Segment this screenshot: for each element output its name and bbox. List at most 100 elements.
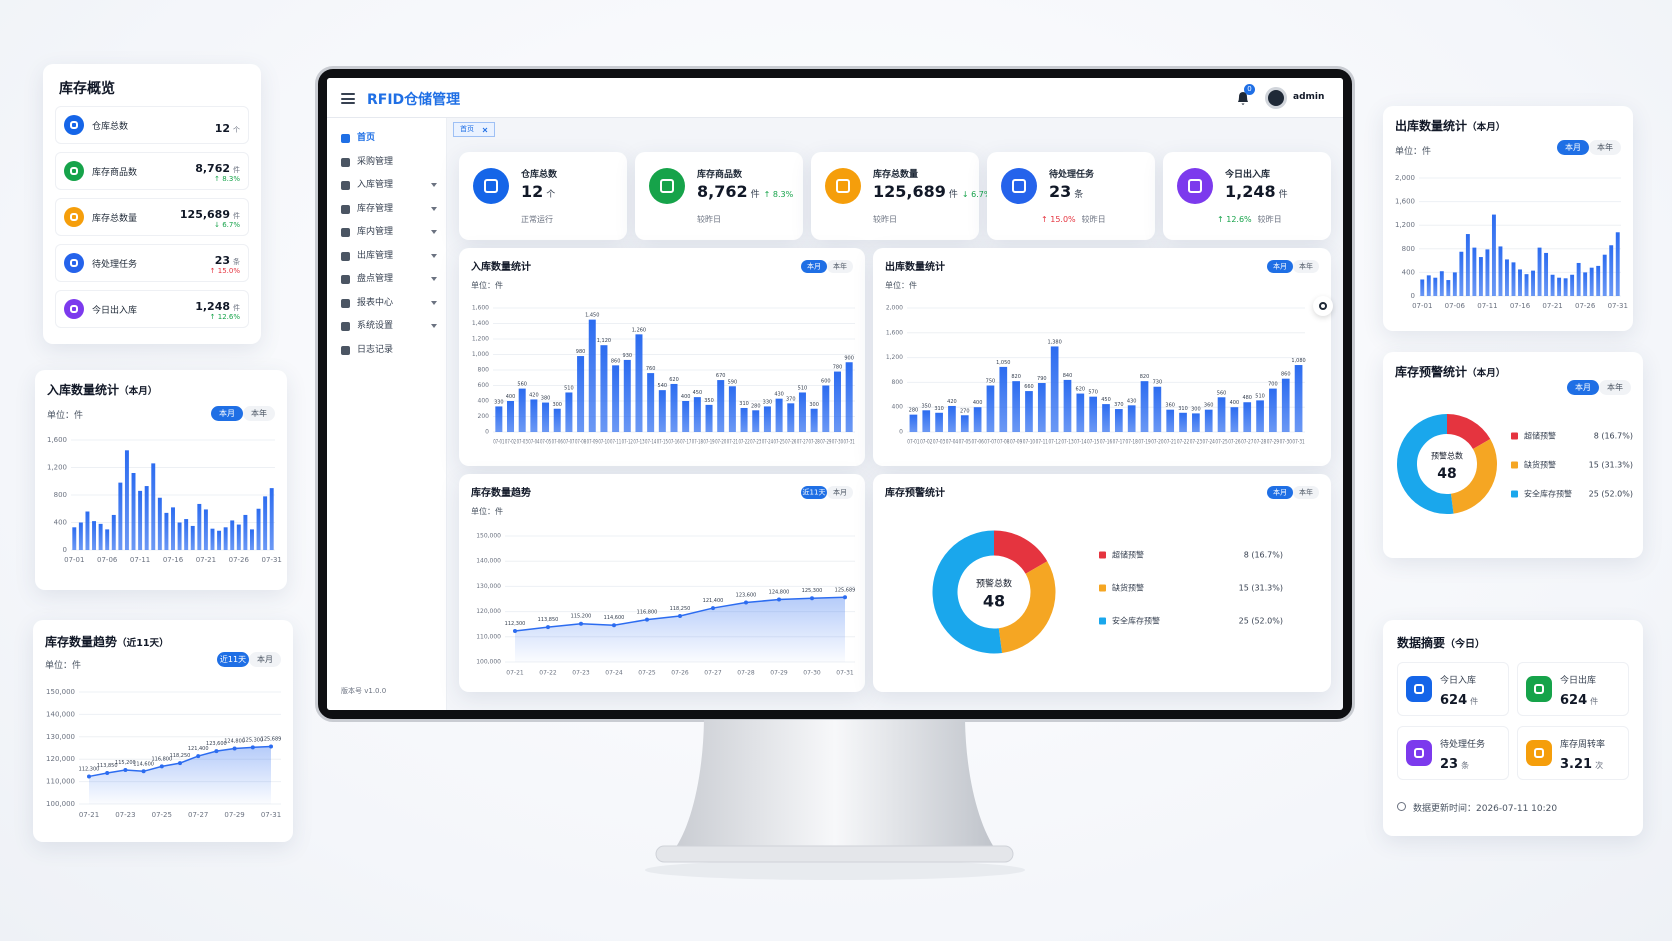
overview-value: 12 xyxy=(214,122,230,135)
tab-close[interactable] xyxy=(482,127,488,133)
nav-label: 系统设置 xyxy=(357,321,394,331)
kpi-change: ↑ 12.6% xyxy=(1217,215,1252,224)
legend-swatch xyxy=(1511,432,1518,440)
point xyxy=(214,749,219,754)
point xyxy=(513,629,517,634)
nav-item[interactable]: 首页 xyxy=(327,128,447,148)
notifications[interactable]: 0 xyxy=(1235,84,1255,107)
toggle-button[interactable]: 本月 xyxy=(801,260,827,273)
donut-segment xyxy=(932,530,1003,654)
bar xyxy=(1505,259,1509,296)
nav-item[interactable]: 日志记录 xyxy=(327,340,447,360)
kpi-icon xyxy=(473,168,509,204)
bar xyxy=(717,380,725,432)
nav-item[interactable]: 入库管理 xyxy=(327,175,447,195)
value-label: 300 xyxy=(809,402,819,408)
nav-label: 入库管理 xyxy=(357,180,394,190)
toggle-label: 本月 xyxy=(833,488,847,497)
menu-button[interactable] xyxy=(341,93,355,104)
nav-item[interactable]: 出库管理 xyxy=(327,246,447,266)
unit-label: 单位：件 xyxy=(885,280,917,290)
nav-item[interactable]: 库内管理 xyxy=(327,222,447,242)
unit-label: 单位：件 xyxy=(47,409,83,421)
value-label: 116,800 xyxy=(151,756,172,762)
bar xyxy=(164,512,169,550)
kpi-value: 1,248 xyxy=(1225,182,1276,201)
settings-button[interactable] xyxy=(1313,296,1333,316)
tab[interactable]: 首页 xyxy=(453,122,495,137)
overview-icon xyxy=(64,253,84,273)
kpi-note: 较昨日 xyxy=(1257,215,1282,224)
toggle-button[interactable]: 近11天 xyxy=(801,486,827,499)
nav-item[interactable]: 系统设置 xyxy=(327,316,447,336)
user-name[interactable]: admin xyxy=(1293,92,1325,102)
summary-value: 624 xyxy=(1560,693,1588,708)
summary-icon xyxy=(1406,676,1432,702)
value-label: 510 xyxy=(798,385,808,391)
toggle-button[interactable]: 本年 xyxy=(1293,260,1319,273)
bar xyxy=(1294,365,1303,432)
overview-icon xyxy=(64,115,84,135)
value-label: 790 xyxy=(1037,376,1047,382)
bar xyxy=(1076,393,1085,432)
title-text: 入库数量统计 xyxy=(47,382,119,397)
legend-swatch xyxy=(1099,584,1106,592)
value-label: 1,120 xyxy=(597,338,611,344)
bar xyxy=(1089,396,1098,432)
title-text: 库存预警统计 xyxy=(885,486,945,499)
toggle-button[interactable]: 本月 xyxy=(1267,486,1293,499)
value-label: 570 xyxy=(1088,390,1098,396)
overview-row: 仓库总数 12 个 xyxy=(55,106,249,144)
monitor: RFID仓储管理 0 admin 版本号 v1.0.0 首页 采购管理 入库管理 库存… xyxy=(315,66,1355,722)
overview-value-row: 125,689 件 xyxy=(180,203,240,222)
x-tick-label: 07-27 xyxy=(704,670,722,677)
toggle-button[interactable]: 本月 xyxy=(1267,260,1293,273)
bar xyxy=(1511,262,1516,296)
avatar[interactable] xyxy=(1265,87,1287,109)
toggle-button[interactable]: 本月 xyxy=(1557,140,1589,155)
bar xyxy=(845,362,853,432)
toggle-button[interactable]: 本年 xyxy=(1599,380,1631,395)
bar xyxy=(833,371,841,432)
title-text: 库存数量趋势 xyxy=(471,486,531,499)
bar xyxy=(542,402,550,432)
summary-icon xyxy=(1406,740,1432,766)
toggle-button[interactable]: 本年 xyxy=(243,406,275,421)
value-label: 620 xyxy=(1076,387,1086,393)
toggle-label: 近11天 xyxy=(220,654,246,664)
x-tick-label: 07-12 xyxy=(1048,439,1060,446)
point xyxy=(105,770,110,775)
toggle-button[interactable]: 本年 xyxy=(1293,486,1319,499)
toggle-button[interactable]: 本月 xyxy=(249,652,281,667)
x-tick-label: 07-06 xyxy=(971,439,983,446)
value-label: 590 xyxy=(728,379,738,385)
toggle-button[interactable]: 本年 xyxy=(1589,140,1621,155)
toggle-button[interactable]: 近11天 xyxy=(217,652,249,667)
bar xyxy=(1537,247,1542,296)
bar xyxy=(922,410,931,432)
icon-glyph xyxy=(70,305,78,313)
x-tick-label: 07-03 xyxy=(933,439,945,446)
bar xyxy=(635,334,643,432)
toggle-button[interactable]: 本年 xyxy=(827,260,853,273)
nav-item[interactable]: 报表中心 xyxy=(327,293,447,313)
bar xyxy=(1550,274,1555,296)
nav-item[interactable]: 库存管理 xyxy=(327,199,447,219)
value-label: 900 xyxy=(844,355,854,361)
icon-glyph xyxy=(1011,178,1027,194)
x-tick-label: 07-29 xyxy=(770,670,788,677)
toggle-button[interactable]: 本月 xyxy=(827,486,853,499)
nav-item[interactable]: 盘点管理 xyxy=(327,269,447,289)
nav-item[interactable]: 采购管理 xyxy=(327,152,447,172)
tab-label: 首页 xyxy=(460,125,474,133)
x-tick-label: 07-31 xyxy=(261,811,281,819)
toggle-button[interactable]: 本月 xyxy=(211,406,243,421)
value-label: 121,400 xyxy=(703,598,724,604)
x-tick-label: 07-30 xyxy=(803,670,821,677)
point xyxy=(645,617,649,622)
x-tick-label: 07-16 xyxy=(163,556,184,564)
x-tick-label: 07-17 xyxy=(1113,439,1125,446)
toggle-button[interactable]: 本月 xyxy=(1567,380,1599,395)
